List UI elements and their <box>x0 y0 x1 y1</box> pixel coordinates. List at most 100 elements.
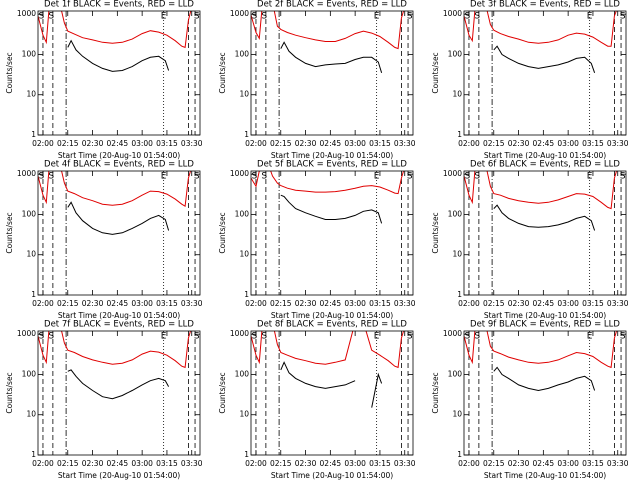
plot-frame <box>250 330 414 456</box>
plot-area <box>464 171 622 295</box>
x-tick-label: 03:30 <box>181 299 203 308</box>
y-tick-label: 1 <box>244 290 249 299</box>
x-tick-label: 02:00 <box>32 299 54 308</box>
x-tick-label: 03:30 <box>181 139 203 148</box>
y-tick-label: 1000 <box>443 329 462 338</box>
event-label: S <box>407 172 413 182</box>
x-tick-label: 02:15 <box>483 459 505 468</box>
event-label: S <box>407 12 413 22</box>
y-tick-label: 1 <box>457 290 462 299</box>
event-label: S <box>620 172 626 182</box>
x-tick-label: 03:00 <box>344 139 366 148</box>
y-tick-label: 10 <box>452 90 462 99</box>
x-tick-label: 03:15 <box>369 299 391 308</box>
plot-frame <box>250 10 414 136</box>
x-tick-label: 02:45 <box>107 139 129 148</box>
x-tick-label: 02:15 <box>270 139 292 148</box>
y-axis-label: Counts/sec <box>431 372 440 413</box>
panel: Det 9f BLACK = Events, RED = LLD Counts/s… <box>431 320 629 480</box>
panel: Det 4f BLACK = Events, RED = LLD Counts/s… <box>5 160 203 321</box>
y-tick-label: 1 <box>457 450 462 459</box>
event-label: S <box>194 12 200 22</box>
x-tick-label: 02:15 <box>270 299 292 308</box>
x-tick-label: 02:30 <box>82 299 104 308</box>
x-tick-label: 02:00 <box>458 459 480 468</box>
x-axis-label: Start Time (20-Aug-10 01:54:00) <box>271 151 393 160</box>
event-label: S <box>464 172 470 182</box>
chart-title: Det 8f BLACK = Events, RED = LLD <box>257 320 407 330</box>
y-tick-label: 1 <box>31 450 36 459</box>
x-tick-label: 03:00 <box>344 299 366 308</box>
y-tick-label: 10 <box>26 90 36 99</box>
y-tick-label: 10 <box>239 250 249 259</box>
x-tick-label: 03:15 <box>369 139 391 148</box>
panel: Det 3f BLACK = Events, RED = LLD Counts/s… <box>431 0 629 160</box>
x-tick-label: 02:45 <box>320 299 342 308</box>
y-tick-label: 100 <box>448 209 463 218</box>
event-label: E <box>587 172 593 182</box>
x-axis-label: Start Time (20-Aug-10 01:54:00) <box>58 151 180 160</box>
event-label: S <box>474 172 480 182</box>
series-line <box>280 361 383 408</box>
plot-frame <box>463 170 627 296</box>
series-line <box>38 11 192 49</box>
y-tick-label: 1000 <box>17 329 36 338</box>
event-label: S <box>261 12 267 22</box>
y-tick-label: 10 <box>452 250 462 259</box>
x-tick-label: 02:15 <box>57 139 79 148</box>
x-axis-label: Start Time (20-Aug-10 01:54:00) <box>271 471 393 480</box>
y-tick-label: 100 <box>448 369 463 378</box>
series-line <box>464 331 618 369</box>
x-tick-label: 02:00 <box>458 299 480 308</box>
series-line <box>67 369 170 400</box>
x-tick-label: 02:15 <box>57 459 79 468</box>
x-tick-label: 02:30 <box>295 459 317 468</box>
y-tick-label: 1000 <box>230 169 249 178</box>
x-tick-label: 02:00 <box>32 139 54 148</box>
x-tick-label: 02:00 <box>458 139 480 148</box>
panel: Det 5f BLACK = Events, RED = LLD Counts/s… <box>218 160 416 321</box>
event-label: S <box>474 12 480 22</box>
panel: Det 6f BLACK = Events, RED = LLD Counts/s… <box>431 160 629 321</box>
event-label: S <box>38 172 44 182</box>
x-tick-label: 03:15 <box>156 139 178 148</box>
x-tick-label: 02:00 <box>32 459 54 468</box>
plot-area <box>251 331 409 455</box>
x-tick-label: 02:30 <box>295 139 317 148</box>
y-tick-label: 10 <box>26 250 36 259</box>
event-label: S <box>261 332 267 342</box>
series-line <box>493 366 596 392</box>
event-label: S <box>38 12 44 22</box>
event-label: E <box>587 332 593 342</box>
x-tick-label: 02:45 <box>533 139 555 148</box>
y-axis-label: Counts/sec <box>5 372 14 413</box>
event-label: E <box>374 172 380 182</box>
plot-frame <box>250 170 414 296</box>
x-axis-label: Start Time (20-Aug-10 01:54:00) <box>484 311 606 320</box>
x-axis-label: Start Time (20-Aug-10 01:54:00) <box>484 151 606 160</box>
plot-frame <box>463 10 627 136</box>
x-tick-label: 02:45 <box>533 299 555 308</box>
event-label: S <box>251 332 257 342</box>
event-label: E <box>161 12 167 22</box>
x-tick-label: 03:00 <box>131 139 153 148</box>
x-tick-label: 02:30 <box>508 459 530 468</box>
y-axis-label: Counts/sec <box>431 212 440 253</box>
event-label: S <box>194 332 200 342</box>
y-tick-label: 100 <box>22 209 37 218</box>
x-tick-label: 03:30 <box>394 299 416 308</box>
chart-title: Det 3f BLACK = Events, RED = LLD <box>470 0 620 10</box>
event-label: S <box>464 332 470 342</box>
plot-frame <box>37 330 201 456</box>
y-tick-label: 1000 <box>443 169 462 178</box>
y-tick-label: 1 <box>244 450 249 459</box>
chart-title: Det 4f BLACK = Events, RED = LLD <box>44 160 194 170</box>
x-tick-label: 02:45 <box>533 459 555 468</box>
x-tick-label: 02:30 <box>295 299 317 308</box>
series-line <box>280 194 383 224</box>
event-label: S <box>38 332 44 342</box>
x-tick-label: 03:00 <box>557 459 579 468</box>
x-tick-label: 03:00 <box>131 459 153 468</box>
y-tick-label: 10 <box>239 90 249 99</box>
x-axis-label: Start Time (20-Aug-10 01:54:00) <box>58 311 180 320</box>
